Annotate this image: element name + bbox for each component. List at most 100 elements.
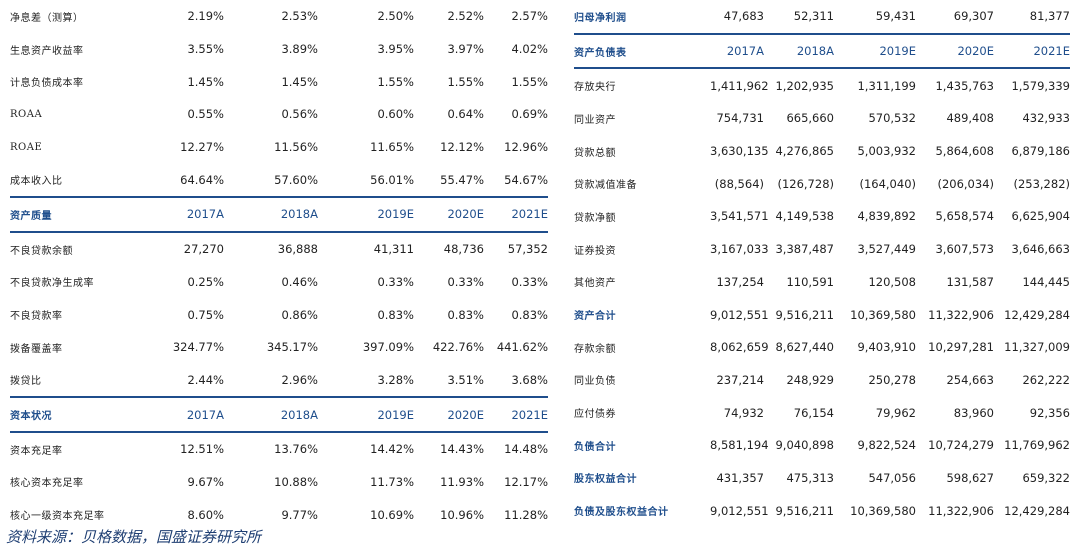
row-label: 不良贷款余额 bbox=[10, 245, 73, 257]
value-cell: 11.28% bbox=[504, 507, 548, 522]
table-row: 核心一级资本充足率 8.60% 9.77% 10.69% 10.96% 11.28% bbox=[10, 498, 548, 531]
value-cell: 57.60% bbox=[274, 172, 318, 187]
year-header-cell: 2018A bbox=[224, 196, 318, 233]
table-row: ROAA 0.55% 0.56% 0.60% 0.64% 0.69% bbox=[10, 98, 548, 131]
value-cell: 2.57% bbox=[511, 9, 548, 24]
value-cell: 5,003,932 bbox=[857, 144, 916, 159]
year-header-cell: 2021E bbox=[994, 32, 1070, 70]
value-cell: 81,377 bbox=[1029, 9, 1070, 24]
table-row: 成本收入比 64.64% 57.60% 56.01% 55.47% 54.67% bbox=[10, 163, 548, 197]
year-header-cell: 2021E bbox=[484, 196, 548, 233]
value-cell: 237,214 bbox=[716, 372, 764, 387]
value-cell: 3.89% bbox=[281, 42, 318, 57]
value-cell: 0.33% bbox=[511, 274, 548, 289]
value-cell: 120,508 bbox=[868, 274, 916, 289]
value-cell: 5,658,574 bbox=[935, 209, 994, 224]
value-cell: 131,587 bbox=[946, 274, 994, 289]
value-cell: 10.69% bbox=[370, 507, 414, 522]
value-cell: 489,408 bbox=[946, 111, 994, 126]
value-cell: 0.60% bbox=[377, 107, 414, 122]
table-row: 负债及股东权益合计 9,012,551 9,516,211 10,369,580 11,… bbox=[574, 494, 1070, 527]
value-cell: 3,541,571 bbox=[710, 209, 769, 224]
value-cell: 3.68% bbox=[511, 372, 548, 387]
row-label: 归母净利润 bbox=[574, 12, 627, 24]
value-cell: 3.28% bbox=[377, 372, 414, 387]
value-cell: 55.47% bbox=[440, 172, 484, 187]
row-label: 资本充足率 bbox=[10, 445, 63, 457]
row-label: 负债合计 bbox=[574, 441, 616, 453]
value-cell: 110,591 bbox=[786, 274, 834, 289]
value-cell: 8,062,659 bbox=[710, 340, 769, 355]
value-cell: 3,167,033 bbox=[710, 242, 769, 257]
value-cell: 248,929 bbox=[786, 372, 834, 387]
value-cell: 92,356 bbox=[1029, 405, 1070, 420]
table-row: 存款余额 8,062,659 8,627,440 9,403,910 10,297,28… bbox=[574, 331, 1070, 364]
value-cell: 432,933 bbox=[1022, 111, 1070, 126]
value-cell: 56.01% bbox=[370, 172, 414, 187]
value-cell: 144,445 bbox=[1022, 274, 1070, 289]
value-cell: 5,864,608 bbox=[935, 144, 994, 159]
value-cell: 0.69% bbox=[511, 107, 548, 122]
value-cell: 4,149,538 bbox=[775, 209, 834, 224]
row-label: 贷款减值准备 bbox=[574, 180, 637, 192]
table-row: 核心资本充足率 9.67% 10.88% 11.73% 11.93% 12.17% bbox=[10, 466, 548, 499]
section-title: 资产负债表 bbox=[574, 32, 710, 70]
value-cell: 12.51% bbox=[180, 442, 224, 457]
year-header-cell: 2019E bbox=[318, 396, 414, 433]
value-cell: 9.67% bbox=[187, 474, 224, 489]
value-cell: 3,646,663 bbox=[1011, 242, 1070, 257]
value-cell: 9,516,211 bbox=[775, 503, 834, 518]
value-cell: (164,040) bbox=[859, 176, 916, 191]
value-cell: 345.17% bbox=[266, 340, 318, 355]
row-label: 同业负债 bbox=[574, 376, 616, 388]
table-header-row: 资产负债表 2017A 2018A 2019E 2020E 2021E bbox=[574, 32, 1070, 70]
table-row: 计息负债成本率 1.45% 1.45% 1.55% 1.55% 1.55% bbox=[10, 65, 548, 98]
year-header-cell: 2020E bbox=[916, 32, 994, 70]
table-row: 不良贷款率 0.75% 0.86% 0.83% 0.83% 0.83% bbox=[10, 298, 548, 331]
value-cell: 83,960 bbox=[953, 405, 994, 420]
row-label: 资产合计 bbox=[574, 311, 616, 323]
year-header-cell: 2021E bbox=[484, 396, 548, 433]
value-cell: 4,839,892 bbox=[857, 209, 916, 224]
value-cell: 11.93% bbox=[440, 474, 484, 489]
value-cell: 14.42% bbox=[370, 442, 414, 457]
row-label: 其他资产 bbox=[574, 278, 616, 290]
value-cell: 2.96% bbox=[281, 372, 318, 387]
year-header-cell: 2018A bbox=[764, 32, 834, 70]
value-cell: 0.55% bbox=[187, 107, 224, 122]
value-cell: 74,932 bbox=[723, 405, 764, 420]
value-cell: 11,322,906 bbox=[928, 307, 994, 322]
table-row: 生息资产收益率 3.55% 3.89% 3.95% 3.97% 4.02% bbox=[10, 33, 548, 66]
row-label: 净息差（测算） bbox=[10, 12, 84, 24]
value-cell: 12.96% bbox=[504, 140, 548, 155]
table-row: ROAE 12.27% 11.56% 11.65% 12.12% 12.96% bbox=[10, 131, 548, 164]
value-cell: 3.51% bbox=[447, 372, 484, 387]
balance-sheet-table: 归母净利润 47,683 52,311 59,431 69,307 81,377 资产负债表… bbox=[574, 0, 1070, 527]
row-label: 核心资本充足率 bbox=[10, 478, 84, 490]
value-cell: 3,527,449 bbox=[857, 242, 916, 257]
row-label: ROAA bbox=[10, 108, 43, 120]
row-label: ROAE bbox=[10, 141, 43, 153]
value-cell: 0.46% bbox=[281, 274, 318, 289]
row-label: 同业资产 bbox=[574, 114, 616, 126]
value-cell: 254,663 bbox=[946, 372, 994, 387]
value-cell: 12,429,284 bbox=[1004, 307, 1070, 322]
table-row: 拨备覆盖率 324.77% 345.17% 397.09% 422.76% 441.62% bbox=[10, 331, 548, 364]
year-header-cell: 2020E bbox=[414, 196, 484, 233]
section-title: 资本状况 bbox=[10, 396, 150, 433]
table-row: 同业负债 237,214 248,929 250,278 254,663 262,222 bbox=[574, 364, 1070, 397]
value-cell: 10,369,580 bbox=[850, 503, 916, 518]
value-cell: 1,202,935 bbox=[775, 78, 834, 93]
value-cell: 0.83% bbox=[377, 307, 414, 322]
value-cell: 431,357 bbox=[716, 470, 764, 485]
value-cell: 1.55% bbox=[447, 74, 484, 89]
value-cell: 262,222 bbox=[1022, 372, 1070, 387]
year-header-cell: 2018A bbox=[224, 396, 318, 433]
left-table-panel: 净息差（测算） 2.19% 2.53% 2.50% 2.52% 2.57% 生息资产收益率 3… bbox=[10, 0, 548, 531]
value-cell: 3.55% bbox=[187, 42, 224, 57]
table-row: 股东权益合计 431,357 475,313 547,056 598,627 659,32… bbox=[574, 462, 1070, 495]
value-cell: 11,327,009 bbox=[1004, 340, 1070, 355]
value-cell: 397.09% bbox=[362, 340, 414, 355]
row-label: 拨备覆盖率 bbox=[10, 343, 63, 355]
value-cell: 12.12% bbox=[440, 140, 484, 155]
